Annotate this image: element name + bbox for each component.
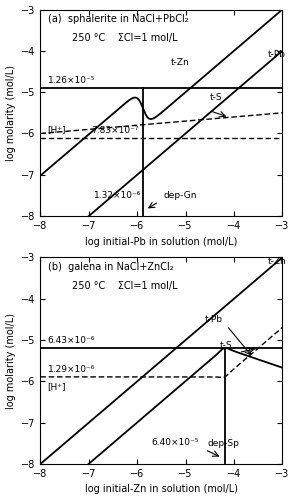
Text: 250 °C    ΣCl=1 mol/L: 250 °C ΣCl=1 mol/L (72, 34, 177, 43)
Text: t-Zn: t-Zn (171, 58, 190, 68)
Text: t-S: t-S (210, 94, 222, 102)
Text: (a)  sphalerite in NaCl+PbCl₂: (a) sphalerite in NaCl+PbCl₂ (47, 14, 188, 24)
Text: t-S: t-S (219, 342, 232, 350)
Text: 1.29×10⁻⁶: 1.29×10⁻⁶ (47, 364, 95, 374)
X-axis label: log initial-Pb in solution (mol/L): log initial-Pb in solution (mol/L) (85, 236, 237, 246)
Text: [H⁺]: [H⁺] (47, 126, 66, 134)
Text: 7.83×10⁻⁷: 7.83×10⁻⁷ (91, 126, 139, 134)
Text: [H⁺]: [H⁺] (47, 382, 66, 391)
Text: 6.40×10⁻⁵: 6.40×10⁻⁵ (152, 438, 199, 448)
Text: 1.32×10⁻⁶: 1.32×10⁻⁶ (94, 190, 141, 200)
Text: 250 °C    ΣCl=1 mol/L: 250 °C ΣCl=1 mol/L (72, 281, 177, 291)
Text: (b)  galena in NaCl+ZnCl₂: (b) galena in NaCl+ZnCl₂ (47, 262, 173, 272)
Text: dep-Sp: dep-Sp (207, 440, 239, 448)
Text: dep-Gn: dep-Gn (164, 192, 197, 200)
Text: t-Pb: t-Pb (268, 50, 286, 59)
Y-axis label: log molarity (mol/L): log molarity (mol/L) (6, 313, 16, 409)
X-axis label: log initial-Zn in solution (mol/L): log initial-Zn in solution (mol/L) (85, 484, 238, 494)
Text: t-Zn: t-Zn (268, 256, 286, 266)
Y-axis label: log molarity (mol/L): log molarity (mol/L) (6, 65, 16, 161)
Text: t-Pb: t-Pb (205, 314, 223, 324)
Text: 1.26×10⁻⁵: 1.26×10⁻⁵ (47, 76, 95, 84)
Text: 6.43×10⁻⁶: 6.43×10⁻⁶ (47, 336, 95, 344)
